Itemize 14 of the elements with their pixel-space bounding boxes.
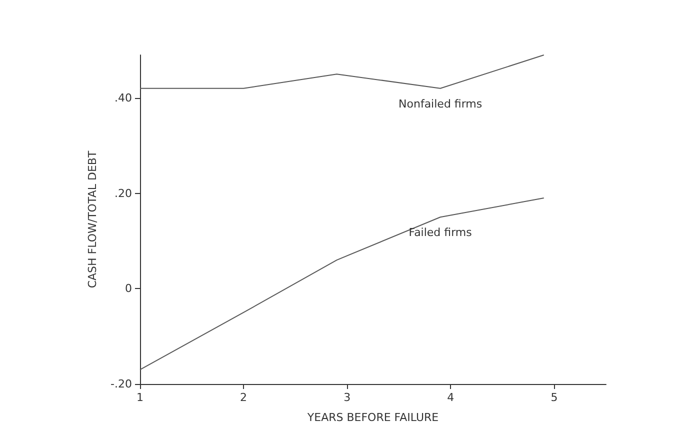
y-axis-title: CASH FLOW/TOTAL DEBT [86,150,99,288]
x-tick-label: 4 [447,391,454,404]
series-label: Nonfailed firms [398,97,482,110]
y-tick-label: -.20 [110,378,132,390]
x-axis-title: YEARS BEFORE FAILURE [306,411,439,424]
x-tick-label: 3 [344,391,351,404]
y-tick-label: .40 [114,91,132,104]
x-tick-label: 5 [550,391,558,404]
y-tick-label: 0 [125,282,132,296]
x-tick-label: 2 [240,391,248,404]
series-label: Failed firms [408,226,472,240]
line-series [140,198,544,370]
x-tick-label: 1 [136,391,144,404]
y-tick-label: .20 [114,186,132,200]
